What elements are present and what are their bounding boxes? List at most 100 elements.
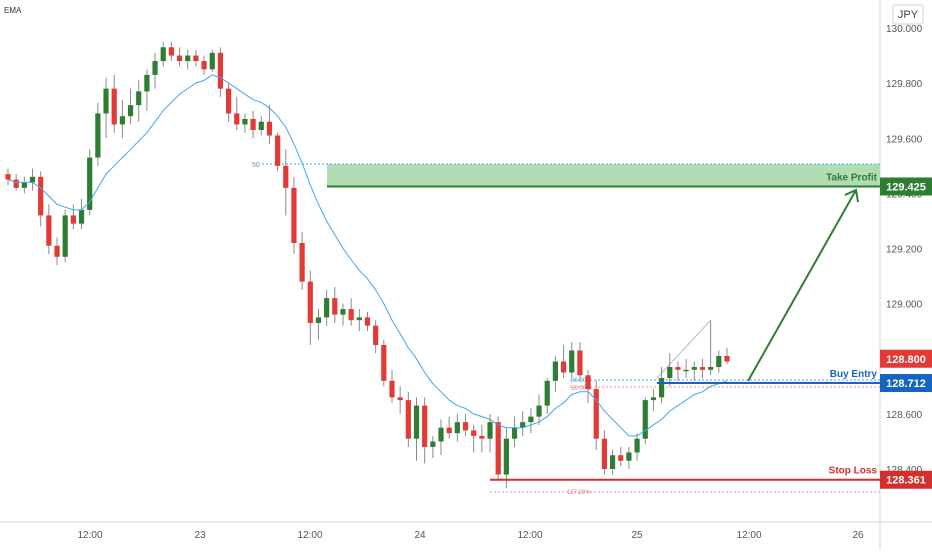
candle[interactable]	[46, 204, 52, 255]
candle[interactable]	[724, 347, 730, 365]
candle[interactable]	[201, 55, 207, 75]
candle[interactable]	[454, 413, 460, 442]
candle-body	[193, 55, 199, 62]
currency-box[interactable]	[892, 4, 924, 25]
candle[interactable]	[650, 389, 657, 412]
candle[interactable]	[340, 303, 346, 326]
candle[interactable]	[21, 176, 27, 194]
candle[interactable]	[176, 47, 183, 67]
candle[interactable]	[225, 83, 232, 122]
candle[interactable]	[87, 149, 93, 216]
candle[interactable]	[593, 380, 599, 450]
candle[interactable]	[299, 231, 305, 290]
candle[interactable]	[168, 41, 174, 62]
candle[interactable]	[413, 397, 420, 461]
candle[interactable]	[185, 50, 191, 70]
candle[interactable]	[193, 50, 199, 67]
candle[interactable]	[209, 50, 215, 73]
candle[interactable]	[708, 320, 714, 376]
candle[interactable]	[136, 80, 142, 122]
candle-body	[544, 380, 550, 406]
candle[interactable]	[266, 105, 273, 144]
candle[interactable]	[430, 435, 436, 458]
candle[interactable]	[332, 287, 338, 323]
candle-body	[201, 61, 207, 70]
candle-body	[634, 438, 640, 453]
candle-body	[585, 375, 591, 390]
candle[interactable]	[642, 397, 648, 445]
candle[interactable]	[258, 116, 264, 136]
candle-body	[176, 55, 183, 62]
candle[interactable]	[438, 419, 444, 456]
candle[interactable]	[405, 391, 411, 447]
candle[interactable]	[462, 413, 469, 436]
fib-500-label: 50.00%	[571, 386, 592, 392]
candle[interactable]	[544, 378, 550, 414]
candle[interactable]	[397, 386, 403, 414]
candle[interactable]	[54, 237, 60, 266]
candle[interactable]	[356, 309, 362, 332]
candle[interactable]	[471, 424, 477, 453]
candle[interactable]	[511, 416, 518, 447]
candle[interactable]	[552, 355, 558, 392]
candle[interactable]	[569, 342, 575, 379]
candle[interactable]	[675, 361, 681, 381]
candle[interactable]	[315, 309, 322, 340]
candle[interactable]	[520, 411, 526, 436]
candle[interactable]	[634, 433, 640, 461]
candle[interactable]	[503, 427, 509, 489]
candle[interactable]	[348, 298, 354, 326]
candle[interactable]	[152, 52, 158, 89]
candle[interactable]	[479, 424, 485, 453]
candle[interactable]	[389, 369, 395, 403]
candle[interactable]	[691, 361, 697, 381]
candle[interactable]	[29, 168, 36, 191]
candle[interactable]	[699, 358, 706, 379]
candle[interactable]	[119, 99, 125, 139]
candle[interactable]	[585, 369, 591, 403]
candle[interactable]	[626, 446, 632, 469]
candle[interactable]	[536, 394, 542, 425]
candle[interactable]	[528, 408, 534, 434]
candle[interactable]	[103, 77, 109, 139]
candle[interactable]	[111, 74, 117, 133]
candle[interactable]	[160, 41, 166, 67]
candle[interactable]	[601, 430, 608, 475]
candle[interactable]	[487, 413, 493, 453]
candle[interactable]	[446, 416, 452, 439]
candle[interactable]	[78, 198, 85, 230]
candle[interactable]	[242, 113, 248, 133]
candle[interactable]	[291, 176, 297, 255]
candle[interactable]	[70, 204, 76, 230]
candle[interactable]	[716, 350, 722, 373]
candle[interactable]	[127, 88, 134, 125]
candle-body	[569, 350, 575, 373]
candle[interactable]	[324, 289, 330, 326]
candle[interactable]	[217, 47, 224, 97]
candle[interactable]	[5, 168, 11, 186]
candle[interactable]	[373, 320, 379, 354]
candle[interactable]	[495, 416, 501, 481]
candle[interactable]	[659, 367, 665, 403]
candle[interactable]	[38, 171, 44, 227]
candle[interactable]	[422, 397, 428, 464]
candle[interactable]	[283, 149, 289, 216]
candle[interactable]	[618, 446, 624, 467]
candle[interactable]	[364, 311, 371, 332]
candle[interactable]	[577, 342, 583, 381]
candle[interactable]	[609, 449, 616, 475]
candle[interactable]	[144, 69, 150, 111]
candle[interactable]	[275, 132, 281, 172]
candle[interactable]	[683, 358, 689, 379]
take-profit-zone[interactable]	[327, 164, 880, 187]
candle[interactable]	[307, 270, 313, 345]
candle[interactable]	[667, 353, 673, 387]
candle[interactable]	[62, 209, 68, 263]
candle[interactable]	[560, 344, 567, 379]
candle[interactable]	[95, 102, 101, 166]
candle[interactable]	[250, 110, 256, 139]
candle[interactable]	[234, 96, 240, 130]
candle[interactable]	[381, 339, 387, 387]
